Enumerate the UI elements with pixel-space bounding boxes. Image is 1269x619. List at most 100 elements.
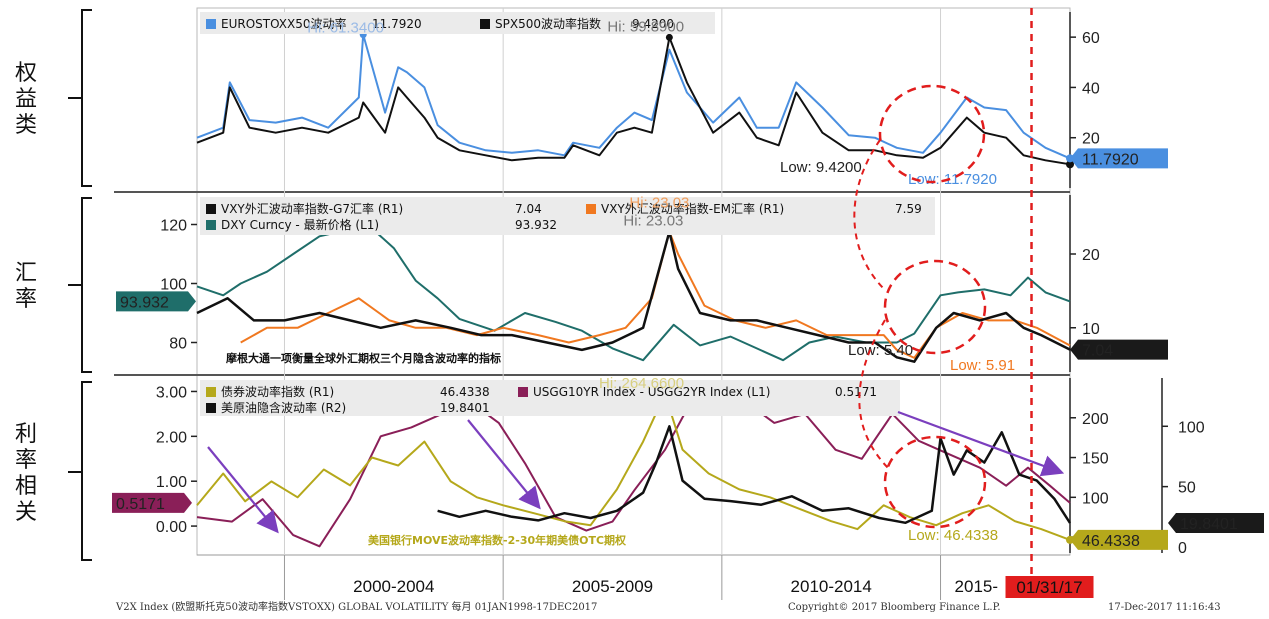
legend-oil-label: 美原油隐含波动率 (R2) bbox=[221, 400, 346, 415]
spx-hi-point bbox=[665, 33, 673, 41]
rates-right-axis-2-tick-label: 50 bbox=[1178, 480, 1196, 497]
legend-spx-value: 9.4200 bbox=[632, 17, 674, 31]
bond-low-label: Low: 46.4338 bbox=[908, 527, 998, 544]
current-date-label: 01/31/17 bbox=[1016, 578, 1082, 597]
section-label-char: 类 bbox=[15, 113, 37, 138]
legend-g7-label: VXY外汇波动率指数-G7汇率 (R1) bbox=[221, 201, 403, 216]
rates-right-axis-1-tick-label: 100 bbox=[1082, 490, 1109, 507]
g7-low-label: Low: 5.40 bbox=[848, 342, 913, 359]
section-label-char: 汇 bbox=[15, 261, 37, 286]
tag-oil-text: 19.8401 bbox=[1180, 516, 1238, 533]
spx-last-point bbox=[1066, 160, 1074, 169]
current-date-box bbox=[1005, 576, 1094, 598]
legend-usgg-label: USGG10YR Index - USGG2YR Index (L1) bbox=[533, 385, 770, 399]
spx-vol-line bbox=[196, 36, 1071, 166]
legend-euro-value: 11.7920 bbox=[372, 17, 422, 31]
legend-bond-swatch bbox=[206, 387, 216, 397]
spx-low-label: Low: 9.4200 bbox=[780, 159, 862, 176]
rates-right-axis-2-tick-label: 0 bbox=[1178, 540, 1187, 557]
tag-oil-bg bbox=[1168, 513, 1264, 534]
tag-g7-bg bbox=[1070, 339, 1168, 360]
rates-right-axis-1-tick-label: 150 bbox=[1082, 451, 1109, 468]
footer-copyright: Copyright© 2017 Bloomberg Finance L.P. bbox=[788, 602, 1001, 613]
fx-left-axis-tick-label: 80 bbox=[169, 336, 187, 353]
tag-bond-text: 46.4338 bbox=[1082, 533, 1140, 550]
legend-spx-label: SPX500波动率指数 bbox=[495, 16, 601, 31]
series-lines bbox=[196, 31, 1074, 548]
legend-bond-label: 债券波动率指数 (R1) bbox=[221, 384, 334, 399]
tag-bond-bg bbox=[1070, 529, 1168, 550]
legend-background bbox=[200, 12, 715, 34]
legend-em-swatch bbox=[586, 204, 596, 214]
legend-background bbox=[200, 197, 935, 235]
legend-background bbox=[200, 380, 900, 416]
equity-right-axis-tick-label: 20 bbox=[1082, 131, 1100, 148]
highlight-circle-rates bbox=[883, 435, 987, 529]
footer-left: V2X Index (欧盟斯托克50波动率指数VSTOXX) GLOBAL VO… bbox=[115, 600, 597, 613]
move-index-line bbox=[196, 392, 1071, 541]
rates-note: 美国银行MOVE波动率指数-2-30年期美债OTC期权 bbox=[368, 533, 627, 547]
value-tags: 11.7920 93.932 7.04 0.5171 46.4338 19.8401 bbox=[112, 148, 1264, 550]
rates-left-axis-tick-label: 2.00 bbox=[156, 429, 187, 446]
trend-arrow bbox=[207, 446, 279, 534]
x-axis: 2000-2004 2005-2009 2010-2014 2015- 01/31/17 bbox=[353, 576, 1094, 598]
x-category-label: 2010-2014 bbox=[791, 577, 872, 596]
rates-right-axis-2-tick-label: 100 bbox=[1178, 419, 1205, 436]
equity-right-axis-tick-label: 60 bbox=[1082, 30, 1100, 47]
section-label-char: 利 bbox=[15, 422, 37, 447]
em-low-label: Low: 5.91 bbox=[950, 357, 1015, 374]
section-label-char: 率 bbox=[15, 287, 37, 312]
x-category-label: 2015- bbox=[955, 577, 998, 596]
highlight-circle-fx bbox=[883, 259, 987, 355]
rates-left-axis-tick-label: 1.00 bbox=[156, 474, 187, 491]
rates-left-axis-tick-label: 3.00 bbox=[156, 384, 187, 401]
x-category-label: 2005-2009 bbox=[572, 577, 653, 596]
legends: EUROSTOXX50波动率 11.7920 SPX500波动率指数 9.4200 VX… bbox=[206, 16, 922, 415]
legend-dxy-swatch bbox=[206, 220, 216, 230]
tag-dxy-bg bbox=[116, 291, 196, 312]
legend-em-value: 7.59 bbox=[895, 202, 922, 216]
spx-hi-label: Hi: 59.8900 bbox=[607, 18, 684, 35]
legend-bond-value: 46.4338 bbox=[440, 385, 490, 399]
tag-euro-bg bbox=[1070, 148, 1168, 169]
fx-left-axis-tick-label: 120 bbox=[160, 218, 187, 235]
legend-dxy-label: DXY Curncy - 最新价格 (L1) bbox=[221, 217, 379, 232]
legend-euro-swatch bbox=[206, 19, 216, 29]
trend-arrow bbox=[897, 410, 1065, 477]
legend-spx-swatch bbox=[480, 19, 490, 29]
connector-curve bbox=[853, 139, 886, 291]
tag-g7-text: 7.04 bbox=[1082, 343, 1113, 360]
fx-left-axis-tick-label: 100 bbox=[160, 277, 187, 294]
fx-right-axis-tick-label: 20 bbox=[1082, 247, 1100, 264]
euro-low-label: Low: 11.7920 bbox=[908, 171, 997, 188]
em-hi-label: Hi: 23.03 bbox=[629, 195, 689, 212]
legend-em-label: VXY外汇波动率指数-EM汇率 (R1) bbox=[601, 201, 784, 216]
legend-usgg-swatch bbox=[518, 387, 528, 397]
plot-background bbox=[196, 7, 1071, 556]
legend-dxy-value: 93.932 bbox=[515, 218, 557, 232]
legend-g7-value: 7.04 bbox=[515, 202, 542, 216]
legend-g7-swatch bbox=[206, 204, 216, 214]
equity-right-axis-tick-label: 40 bbox=[1082, 80, 1100, 97]
connector-curve bbox=[858, 319, 891, 471]
legend-oil-swatch bbox=[206, 403, 216, 413]
section-label-char: 权 bbox=[15, 61, 37, 86]
footer-timestamp: 17-Dec-2017 11:16:43 bbox=[1108, 602, 1221, 613]
tag-euro-text: 11.7920 bbox=[1082, 151, 1139, 168]
euro-hi-label: Hi: 61.3400 bbox=[307, 20, 384, 37]
trend-arrow bbox=[467, 419, 541, 510]
section-label-char: 关 bbox=[15, 500, 37, 525]
overlay-marks bbox=[207, 8, 1065, 578]
legend-oil-value: 19.8401 bbox=[440, 401, 490, 415]
legend-euro-label: EUROSTOXX50波动率 bbox=[221, 16, 347, 31]
rates-left-axis-tick-label: 0.00 bbox=[156, 519, 187, 536]
section-label-char: 益 bbox=[15, 87, 37, 112]
highlight-circle-equity bbox=[878, 84, 986, 184]
eurostoxx-vol-line bbox=[196, 33, 1071, 160]
oil-vol-line bbox=[437, 425, 1072, 525]
fx-right-axis-tick-label: 10 bbox=[1082, 321, 1100, 338]
vxy-g7-line bbox=[196, 230, 1071, 363]
section-label-char: 相 bbox=[15, 474, 37, 499]
